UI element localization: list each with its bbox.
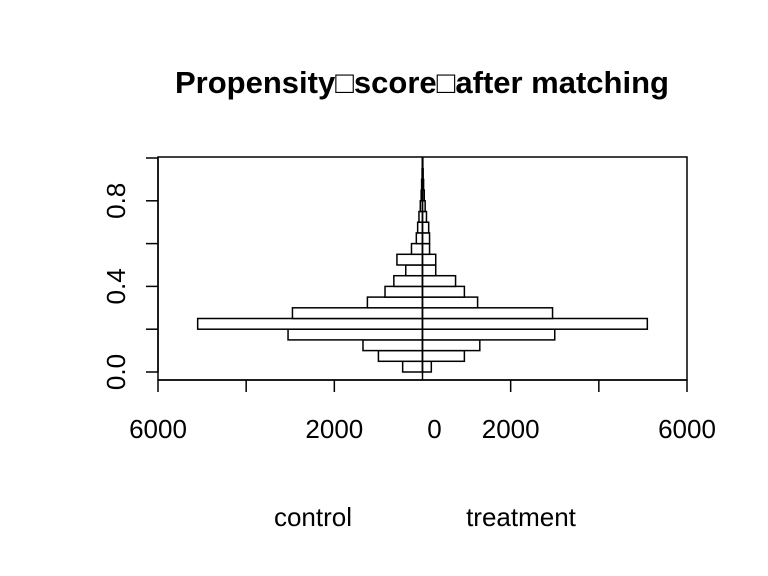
bar-control [396, 253, 424, 266]
bar-treatment [421, 296, 479, 309]
bar-control [287, 328, 424, 341]
bar-control [377, 349, 424, 363]
y-axis: 0.0 0.4 0.8 [101, 157, 159, 390]
bar-control [415, 232, 424, 245]
bar-control [404, 264, 424, 277]
chart-title: Propensity□score□after matching [175, 65, 669, 100]
bar-treatment [421, 317, 649, 330]
bar-control [366, 296, 424, 309]
bar-control [410, 242, 424, 256]
x-tick-label: 2000 [482, 414, 540, 444]
bar-treatment [421, 339, 481, 352]
group-label-control: control [274, 502, 352, 532]
bar-treatment [421, 242, 431, 256]
bar-control [384, 285, 424, 298]
y-tick-label: 0.4 [101, 268, 131, 304]
bar-control [196, 317, 424, 330]
bar-treatment [421, 232, 431, 245]
bar-control [291, 307, 424, 320]
bar-treatment [421, 285, 466, 298]
x-tick-label: 6000 [129, 414, 187, 444]
bar-treatment [421, 274, 457, 288]
bar-treatment [421, 349, 466, 363]
x-axis: 6000 2000 0 2000 6000 [129, 379, 716, 444]
bar-treatment [421, 264, 437, 277]
y-tick-label: 0.0 [101, 354, 131, 390]
x-tick-label: 6000 [658, 414, 716, 444]
bar-control [401, 360, 424, 373]
x-tick-label: 0 [427, 414, 441, 444]
y-tick-label: 0.8 [101, 183, 131, 219]
bar-treatment [421, 328, 556, 341]
x-tick-label: 2000 [305, 414, 363, 444]
bar-control [393, 274, 424, 288]
bar-treatment [421, 253, 437, 266]
bar-control [362, 339, 424, 352]
group-label-treatment: treatment [466, 502, 577, 532]
bar-treatment [421, 221, 430, 234]
bar-treatment [421, 307, 554, 320]
bar-treatment [421, 360, 433, 373]
